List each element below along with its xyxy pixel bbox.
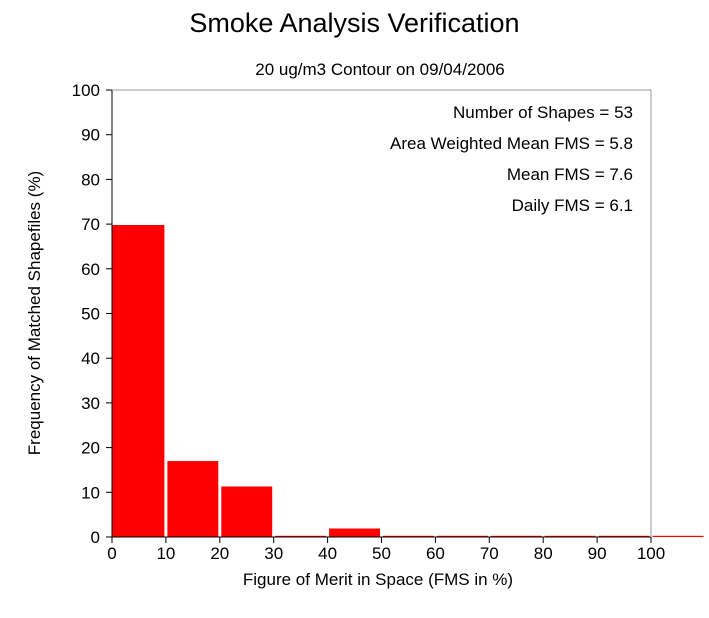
histogram-bar <box>436 535 488 537</box>
histogram-bar <box>544 535 596 537</box>
stat-annotation: Number of Shapes = 53 <box>453 103 633 122</box>
histogram-bar <box>275 535 327 537</box>
histogram-bar <box>167 461 219 537</box>
x-tick-label: 20 <box>210 544 229 563</box>
histogram-bar <box>221 486 273 537</box>
histogram-bar <box>112 224 165 537</box>
stat-annotation: Area Weighted Mean FMS = 5.8 <box>390 134 633 153</box>
ticks-layer: 0 10 20 30 40 50 60 70 80 90 100 0 10 20 30 40 50 60 70 80 9… <box>72 81 666 563</box>
y-tick-label: 50 <box>81 305 100 324</box>
stat-annotation: Mean FMS = 7.6 <box>507 165 633 184</box>
x-tick-label: 30 <box>264 544 283 563</box>
bars-layer <box>112 224 704 537</box>
histogram-bar <box>329 528 380 537</box>
histogram-bar <box>383 535 434 537</box>
stat-annotation: Daily FMS = 6.1 <box>512 196 633 215</box>
x-tick-label: 0 <box>107 544 116 563</box>
chart-subtitle: 20 ug/m3 Contour on 09/04/2006 <box>255 60 505 79</box>
x-tick-label: 50 <box>372 544 391 563</box>
y-tick-label: 20 <box>81 439 100 458</box>
x-axis-label: Figure of Merit in Space (FMS in %) <box>243 570 513 589</box>
x-tick-label: 60 <box>426 544 445 563</box>
histogram-bar <box>652 535 704 537</box>
y-tick-label: 0 <box>91 528 100 547</box>
y-tick-label: 40 <box>81 349 100 368</box>
y-axis-label: Frequency of Matched Shapefiles (%) <box>25 171 44 455</box>
y-tick-label: 30 <box>81 394 100 413</box>
y-tick-label: 100 <box>72 81 100 100</box>
chart-title: Smoke Analysis Verification <box>189 8 520 38</box>
x-tick-label: 90 <box>588 544 607 563</box>
x-tick-label: 40 <box>318 544 337 563</box>
x-tick-label: 10 <box>156 544 175 563</box>
y-tick-label: 90 <box>81 126 100 145</box>
histogram-bar <box>598 535 650 537</box>
x-tick-label: 100 <box>637 544 665 563</box>
y-tick-label: 60 <box>81 260 100 279</box>
x-tick-label: 80 <box>534 544 553 563</box>
y-tick-label: 70 <box>81 215 100 234</box>
y-tick-label: 10 <box>81 483 100 502</box>
y-tick-label: 80 <box>81 170 100 189</box>
annotation-layer: Number of Shapes = 53 Area Weighted Mean … <box>390 103 633 215</box>
x-tick-label: 70 <box>480 544 499 563</box>
histogram-bar <box>490 535 542 537</box>
